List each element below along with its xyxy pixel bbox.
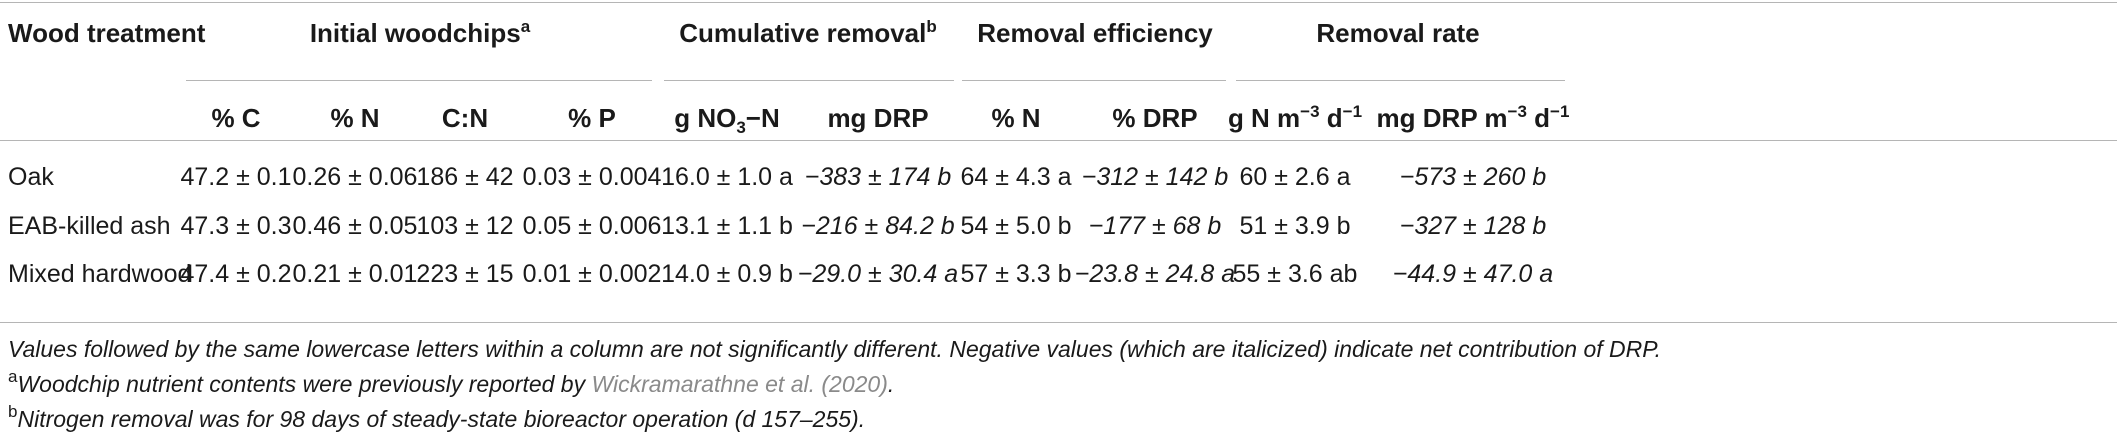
footnote-general: Values followed by the same lowercase le…	[8, 336, 1662, 362]
cell-eff-pct-drp: −23.8 ± 24.8 a	[1074, 260, 1236, 288]
cell-rate-n: 55 ± 3.6 ab	[1232, 260, 1358, 288]
cell-pct-p: 0.05 ± 0.006	[522, 212, 662, 240]
underline-removal-efficiency	[962, 80, 1226, 81]
cell-cn: 186 ± 42	[416, 163, 514, 191]
cell-eff-pct-n: 54 ± 5.0 b	[960, 212, 1072, 240]
cell-g-no3-n: 13.1 ± 1.1 b	[661, 212, 793, 240]
cell-rate-n: 60 ± 2.6 a	[1239, 163, 1351, 191]
cell-pct-n: 0.26 ± 0.06	[292, 163, 418, 191]
cell-pct-n: 0.46 ± 0.05	[292, 212, 418, 240]
underline-cumulative-removal	[664, 80, 954, 81]
cell-pct-p: 0.03 ± 0.004	[522, 163, 662, 191]
row-label: Mixed hardwood	[8, 260, 192, 288]
subheader-pct-p: % P	[568, 103, 616, 133]
cell-pct-c: 47.2 ± 0.1	[180, 163, 292, 191]
table-bottom-rule	[0, 322, 2117, 323]
header-wood-treatment: Wood treatment	[8, 18, 206, 48]
cell-eff-pct-drp: −312 ± 142 b	[1081, 163, 1229, 191]
cell-pct-c: 47.3 ± 0.3	[180, 212, 292, 240]
subheader-g-no3-n: g NO3−N	[674, 103, 780, 137]
subheader-pct-n: % N	[330, 103, 380, 133]
row-label: Oak	[8, 163, 54, 191]
row-label: EAB-killed ash	[8, 212, 171, 240]
cell-eff-pct-drp: −177 ± 68 b	[1088, 212, 1222, 240]
cell-cn: 103 ± 12	[416, 212, 514, 240]
subheader-pct-c: % C	[211, 103, 261, 133]
cell-pct-n: 0.21 ± 0.01	[292, 260, 418, 288]
table-top-rule	[0, 2, 2117, 3]
cell-pct-p: 0.01 ± 0.002	[522, 260, 662, 288]
cell-eff-pct-n: 64 ± 4.3 a	[960, 163, 1072, 191]
subheader-cn: C:N	[441, 103, 489, 133]
header-initial-woodchips: Initial woodchipsa	[309, 17, 531, 48]
cell-mg-drp: −216 ± 84.2 b	[801, 212, 955, 240]
underline-removal-rate	[1236, 80, 1565, 81]
cell-mg-drp: −383 ± 174 b	[804, 163, 952, 191]
footnote-a: aWoodchip nutrient contents were previou…	[8, 367, 895, 397]
header-removal-efficiency: Removal efficiency	[977, 18, 1213, 48]
citation-link[interactable]: Wickramarathne et al. (2020)	[591, 371, 888, 397]
cell-pct-c: 47.4 ± 0.2	[180, 260, 292, 288]
cell-rate-drp: −327 ± 128 b	[1399, 212, 1547, 240]
cell-cn: 223 ± 15	[416, 260, 514, 288]
cell-g-no3-n: 16.0 ± 1.0 a	[661, 163, 793, 191]
subheader-mg-drp: mg DRP	[827, 103, 929, 133]
header-removal-rate: Removal rate	[1316, 18, 1480, 48]
subheader-eff-pct-n: % N	[991, 103, 1041, 133]
cell-rate-drp: −44.9 ± 47.0 a	[1392, 260, 1554, 288]
header-cumulative-removal: Cumulative removalb	[679, 17, 937, 48]
cell-rate-n: 51 ± 3.9 b	[1239, 212, 1351, 240]
cell-mg-drp: −29.0 ± 30.4 a	[797, 260, 959, 288]
cell-g-no3-n: 14.0 ± 0.9 b	[661, 260, 793, 288]
footnote-b: bNitrogen removal was for 98 days of ste…	[8, 402, 866, 432]
subheader-rate-n: g N m−3 d−1	[1227, 102, 1363, 133]
underline-initial-woodchips	[186, 80, 652, 81]
header-bottom-rule	[0, 140, 2117, 141]
subheader-eff-pct-drp: % DRP	[1112, 103, 1198, 133]
cell-rate-drp: −573 ± 260 b	[1399, 163, 1547, 191]
cell-eff-pct-n: 57 ± 3.3 b	[960, 260, 1072, 288]
subheader-rate-drp: mg DRP m−3 d−1	[1376, 102, 1570, 133]
